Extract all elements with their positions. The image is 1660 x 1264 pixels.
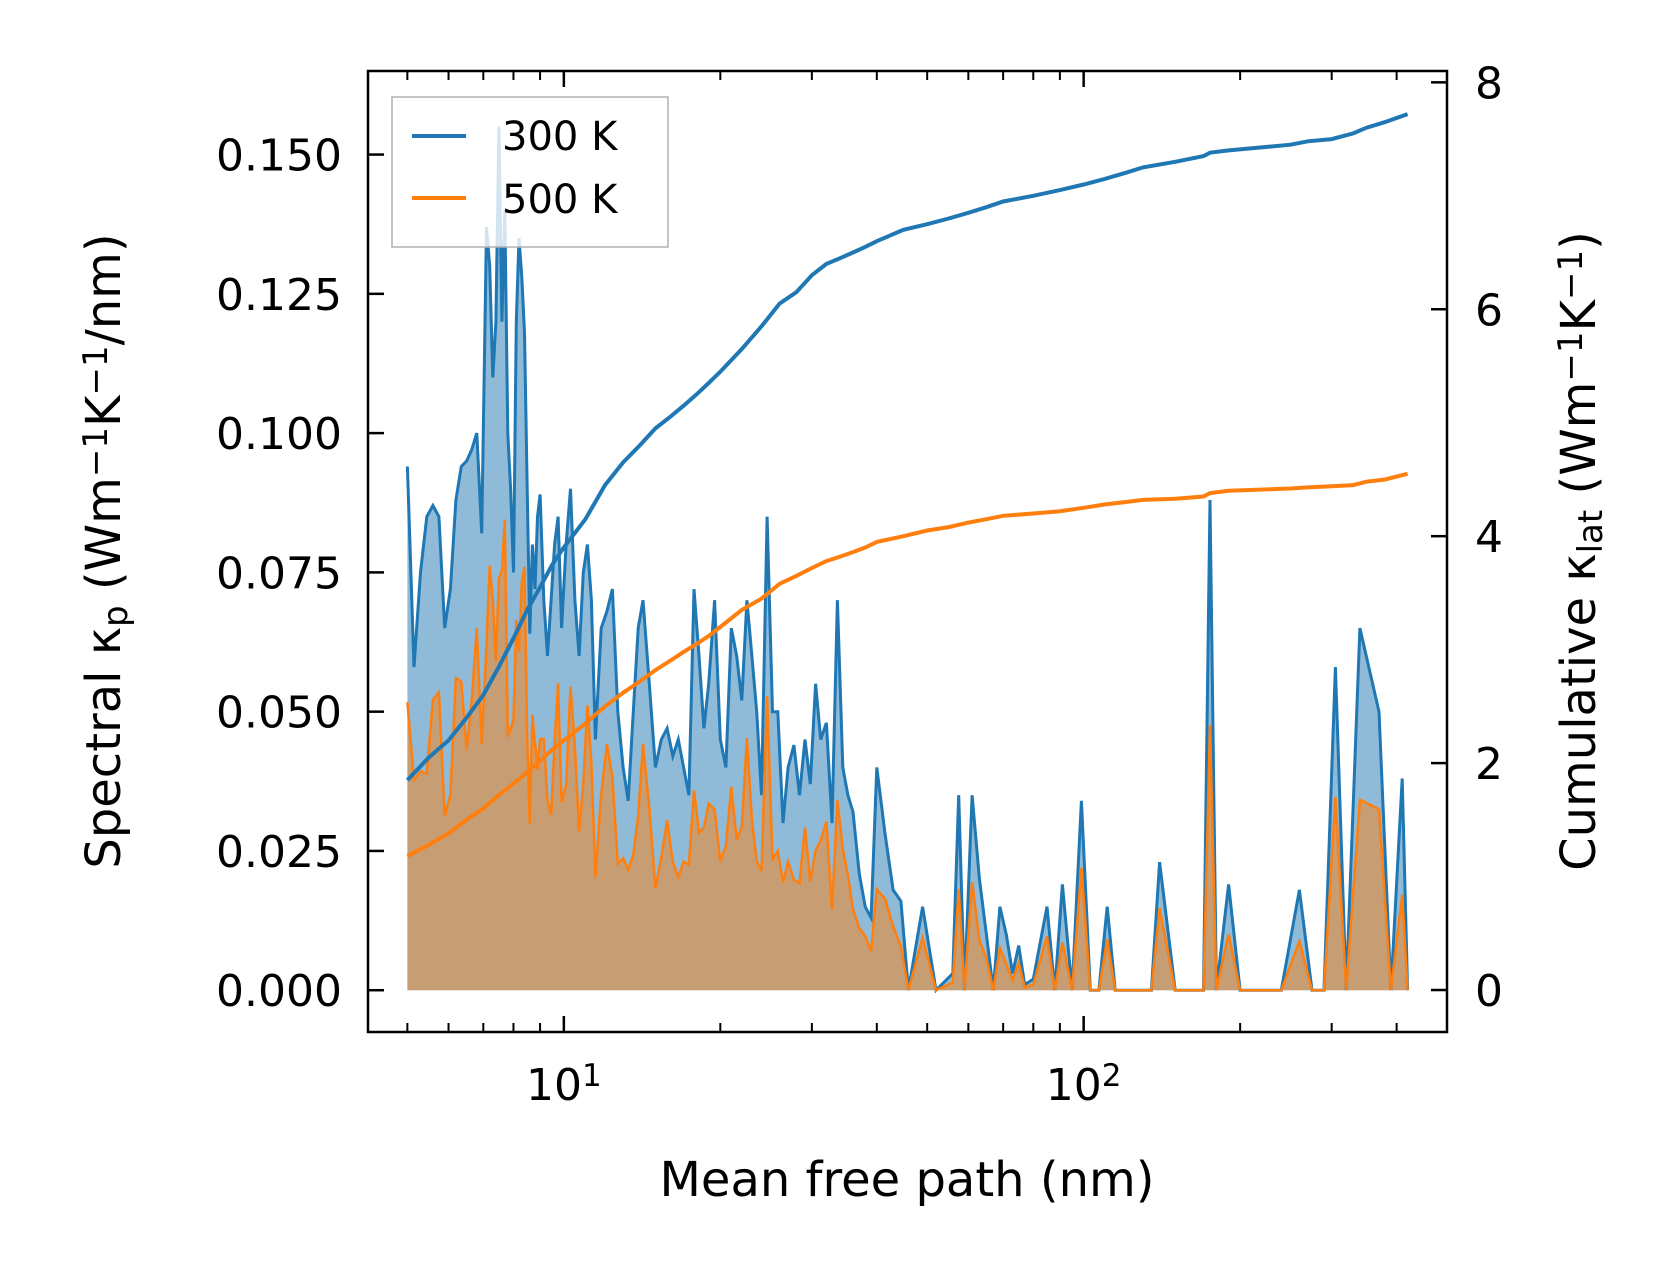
series-layer: [405, 112, 1410, 994]
y-right-tick-label: 2: [1475, 739, 1503, 790]
x-tick-label-exp: 2: [1102, 1058, 1122, 1094]
y-left-label-sup2: −1: [76, 345, 116, 395]
cumulative-500k-line: [406, 471, 1409, 858]
plot-frame: [366, 69, 1449, 1034]
y-right-tick-label: 4: [1475, 512, 1503, 563]
spectral-500k-line: [406, 519, 1409, 992]
y-right-axis-label: Cumulative κlat (Wm−1K−1): [1551, 231, 1611, 871]
legend-label-500k: 500 K: [502, 177, 619, 223]
y-right-label-suffix: ): [1551, 231, 1607, 250]
x-tick-label-exp: 1: [582, 1058, 602, 1094]
x-tick-label: 102: [1046, 1058, 1122, 1111]
y-left-tick-label: 0.075: [216, 548, 342, 599]
x-axis-label: Mean free path (nm): [660, 1152, 1155, 1208]
y-right-label-mid: (Wm: [1551, 382, 1607, 510]
spectral-300k-line: [405, 126, 1410, 994]
y-left-label-suffix: /nm): [76, 233, 132, 345]
x-tick-label-base: 10: [1046, 1060, 1102, 1111]
x-tick-label-base: 10: [526, 1060, 582, 1111]
y-right-tick-label: 8: [1475, 58, 1503, 109]
y-right-label-sub: lat: [1571, 510, 1611, 554]
y-left-label-mid2: K: [76, 394, 132, 427]
y-left-tick-label: 0.150: [216, 131, 342, 182]
legend: 300 K 500 K: [391, 96, 669, 248]
y-left-axis-label: Spectral κp (Wm−1K−1/nm): [76, 233, 136, 868]
x-tick-label: 101: [526, 1058, 602, 1111]
legend-box: [391, 96, 669, 248]
y-left-label-prefix: Spectral κ: [76, 627, 132, 869]
y-left-label-sup1: −1: [76, 427, 116, 477]
y-right-label-mid2: K: [1551, 298, 1607, 331]
y-right-label-sup2: −1: [1551, 250, 1591, 300]
y-left-tick-label: 0.050: [216, 688, 342, 739]
y-right-label-prefix: Cumulative κ: [1551, 553, 1607, 871]
spectral-500k-area: [407, 520, 1408, 991]
y-right-label-sup1: −1: [1551, 331, 1591, 381]
ticks-layer: 101 1020.0000.0250.0500.0750.1000.1250.15…: [216, 58, 1503, 1111]
cumulative-300k-line: [405, 112, 1409, 782]
y-right-tick-label: 0: [1475, 966, 1503, 1017]
y-left-tick-label: 0.025: [216, 827, 342, 878]
y-left-tick-label: 0.125: [216, 270, 342, 321]
y-left-tick-label: 0.100: [216, 409, 342, 460]
y-left-tick-label: 0.000: [216, 966, 342, 1017]
legend-label-300k: 300 K: [502, 114, 619, 160]
y-right-tick-label: 6: [1475, 285, 1503, 336]
y-left-label-sub: p: [96, 605, 136, 627]
y-left-label-mid: (Wm: [76, 477, 132, 605]
spectral-300k-area: [407, 126, 1408, 991]
